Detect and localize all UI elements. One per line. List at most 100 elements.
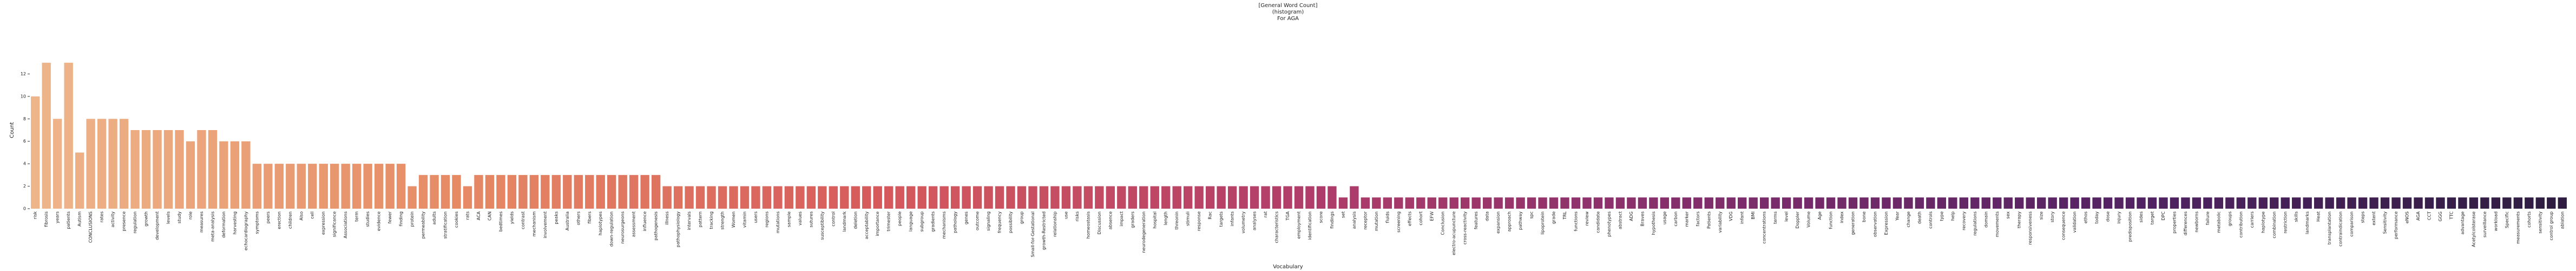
x-tick-label: homeostasis: [1086, 211, 1090, 238]
x-tick-label: terms: [1773, 211, 1778, 224]
x-tick-label: phenotypes: [1607, 211, 1612, 237]
bar: [1716, 197, 1725, 209]
bar: [2525, 197, 2534, 209]
bar: [862, 186, 871, 209]
bar: [2248, 197, 2257, 209]
bar: [1083, 186, 1093, 209]
bar: [629, 175, 639, 209]
x-tick-label: activity: [110, 211, 115, 228]
x-tick-label: death: [1917, 211, 1922, 224]
x-tick-label: peers: [266, 211, 271, 223]
bar: [1039, 186, 1049, 209]
x-tick-label: volumetry: [1241, 211, 1246, 234]
bar: [729, 186, 738, 209]
bar: [1826, 197, 1836, 209]
x-tick-label: generation: [1851, 211, 1856, 235]
bar: [1693, 197, 1703, 209]
bar: [2026, 197, 2035, 209]
bar: [840, 186, 849, 209]
x-tick-label: others: [576, 211, 581, 225]
bar: [1848, 197, 1858, 209]
x-tick-label: frequency: [997, 211, 1002, 233]
bar: [1560, 197, 1569, 209]
x-tick-label: DPC: [2161, 211, 2166, 221]
bar: [1017, 186, 1027, 209]
bar: [1571, 197, 1581, 209]
bar: [796, 186, 805, 209]
bar: [1682, 197, 1692, 209]
bar: [2458, 197, 2467, 209]
x-tick-label: BMI: [1751, 211, 1756, 220]
bar: [673, 186, 683, 209]
x-tick-label: infant: [1740, 211, 1745, 224]
x-tick-label: Conclusion: [1441, 211, 1445, 235]
x-tick-label: comparison: [2349, 211, 2354, 237]
x-tick-label: deletion: [853, 211, 858, 229]
bar: [541, 175, 550, 209]
x-tick-label: pattern: [698, 211, 703, 227]
bar: [1338, 197, 1348, 209]
x-tick-label: Autism: [77, 211, 82, 227]
x-tick-label: presence: [122, 211, 127, 231]
x-tick-label: protein: [410, 211, 415, 227]
x-tick-label: evidence: [377, 211, 382, 231]
x-tick-label: extent: [2371, 211, 2376, 225]
x-tick-label: contraindication: [2338, 211, 2343, 247]
x-tick-label: adults: [432, 211, 437, 225]
x-tick-label: people: [897, 211, 902, 226]
x-tick-label: impact: [1119, 211, 1124, 227]
bar: [1350, 186, 1359, 209]
bar: [1261, 186, 1270, 209]
y-tick-label: 6: [23, 139, 26, 144]
bar: [2447, 197, 2456, 209]
x-tick-label: controls: [1928, 211, 1933, 229]
bar: [286, 164, 295, 209]
bar: [607, 175, 616, 209]
x-tick-label: Volume: [1806, 211, 1811, 228]
bar: [1726, 197, 1736, 209]
x-tick-label: finding: [399, 211, 404, 227]
x-tick-label: target: [2150, 211, 2154, 224]
x-tick-label: illness: [665, 211, 669, 225]
bar: [1837, 197, 1846, 209]
bar: [563, 175, 572, 209]
bar: [2402, 197, 2412, 209]
x-tick-label: VDG: [1729, 211, 1733, 221]
x-tick-label: newborns: [2194, 211, 2199, 233]
x-tick-label: TGA: [1285, 211, 1290, 221]
x-tick-label: combination: [2272, 211, 2277, 238]
x-tick-label: control group: [2549, 211, 2554, 241]
bar: [2314, 197, 2323, 209]
x-tick-label: CAN: [487, 211, 492, 221]
bar: [873, 186, 882, 209]
x-tick-label: CONCLUSIONS: [88, 211, 93, 243]
bar: [1993, 197, 2002, 209]
x-tick-label: Acetylcolsterase: [2471, 211, 2476, 247]
bar: [917, 186, 926, 209]
bar: [1948, 197, 1957, 209]
x-tick-label: approach: [1507, 211, 1512, 231]
bar: [1128, 186, 1137, 209]
bar: [2292, 197, 2301, 209]
bar: [1328, 186, 1337, 209]
x-tick-label: neurodegeneration: [1141, 211, 1146, 253]
bar: [2369, 197, 2378, 209]
bar: [1305, 186, 1315, 209]
bar: [1638, 197, 1647, 209]
x-tick-label: significance: [332, 211, 337, 237]
x-axis-label: Vocabulary: [1273, 264, 1303, 270]
y-tick-label: 2: [23, 184, 26, 189]
bar: [1504, 197, 1514, 209]
bar: [707, 186, 716, 209]
x-tick-label: consequence: [2061, 211, 2066, 240]
bar: [163, 130, 173, 209]
x-tick-label: fewer: [387, 211, 392, 223]
y-tick-label: 12: [21, 72, 26, 76]
x-tick-label: development: [155, 211, 160, 240]
bar: [2436, 197, 2445, 209]
bar: [1471, 197, 1481, 209]
bar: [2225, 197, 2235, 209]
x-tick-label: influence: [642, 211, 647, 231]
x-tick-label: children: [288, 211, 293, 229]
y-axis-label: Count: [9, 122, 15, 138]
